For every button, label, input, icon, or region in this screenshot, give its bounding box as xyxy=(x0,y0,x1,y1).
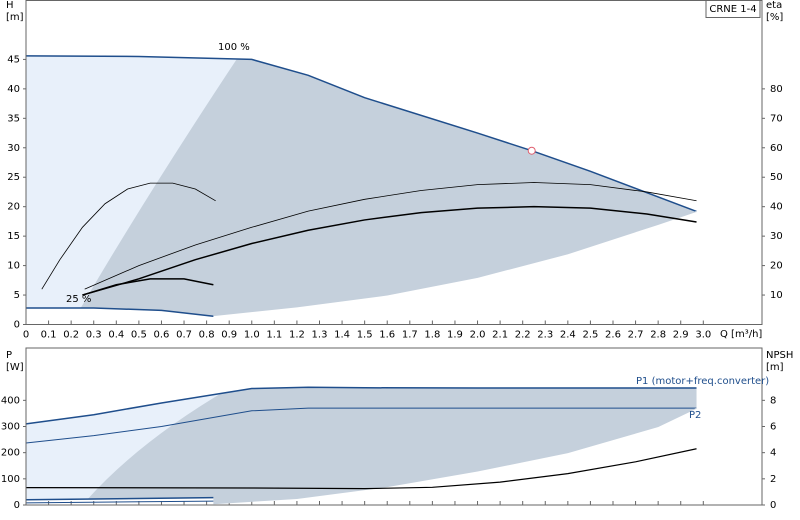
y2-tick-label: 0 xyxy=(770,500,776,511)
y2-tick-label: 60 xyxy=(770,143,783,154)
x-tick-label: 2.3 xyxy=(537,330,553,341)
x-tick-label: 0.5 xyxy=(131,330,147,341)
x-tick-label: 1.5 xyxy=(357,330,373,341)
y2-label: eta xyxy=(766,0,782,11)
annotation: 25 % xyxy=(66,294,91,305)
y-tick-label: 30 xyxy=(7,143,20,154)
curve xyxy=(25,386,697,425)
operating-point xyxy=(527,146,536,155)
y2-tick-label: 30 xyxy=(770,231,783,242)
y2-tick-label: 4 xyxy=(770,448,776,459)
curve xyxy=(84,182,697,290)
x-tick-label: 2.9 xyxy=(673,330,689,341)
x-tick-label: 2.5 xyxy=(582,330,598,341)
curve xyxy=(82,278,214,296)
y2-label: NPSH xyxy=(766,350,793,361)
y2-unit: [%] xyxy=(766,12,783,23)
y2-tick-label: 70 xyxy=(770,113,783,124)
x-tick-label: 1.1 xyxy=(266,330,282,341)
y-tick-label: 25 xyxy=(7,172,20,183)
curve xyxy=(25,500,214,504)
x-label: Q [m³/h] xyxy=(720,329,762,340)
x-tick-label: 2.2 xyxy=(515,330,531,341)
y2-tick-label: 8 xyxy=(770,395,776,406)
x-tick-label: 0.7 xyxy=(176,330,192,341)
x-tick-label: 1.6 xyxy=(379,330,395,341)
x-tick-label: 2.0 xyxy=(470,330,486,341)
y-label: H xyxy=(6,0,14,11)
x-tick-label: 0.8 xyxy=(199,330,215,341)
y-tick-label: 0 xyxy=(14,320,20,331)
bottom-frame xyxy=(25,347,763,506)
y2-tick-label: 20 xyxy=(770,261,783,272)
x-tick-label: 0.9 xyxy=(221,330,237,341)
x-tick-label: 3.0 xyxy=(695,330,711,341)
curve xyxy=(25,55,697,213)
y-tick-label: 5 xyxy=(14,290,20,301)
y-unit: [W] xyxy=(6,362,24,373)
x-tick-label: 2.6 xyxy=(605,330,621,341)
curve xyxy=(25,496,214,501)
y2-unit: [m] xyxy=(766,362,784,373)
x-tick-label: 1.4 xyxy=(334,330,350,341)
y2-tick-label: 6 xyxy=(770,422,776,433)
y-tick-label: 200 xyxy=(1,448,20,459)
y-tick-label: 15 xyxy=(7,231,20,242)
top-panel: 0 0.1 0.2 0.3 0.4 0.5 0.6 0.7 0.8 0.9 1.0 1.1 1.2 1.3… xyxy=(7,54,783,505)
annotation: P1 (motor+freq.converter) xyxy=(636,376,769,387)
x-tick-label: 1.7 xyxy=(402,330,418,341)
curve xyxy=(213,407,697,505)
x-tick-label: 2.1 xyxy=(492,330,508,341)
x-tick-label: 0.2 xyxy=(63,330,79,341)
x-tick-label: 2.7 xyxy=(628,330,644,341)
y2-tick-label: 10 xyxy=(770,290,783,301)
top-frame xyxy=(25,0,763,325)
curve xyxy=(213,210,697,317)
y-tick-label: 300 xyxy=(1,422,20,433)
curve xyxy=(25,407,697,444)
annotation: 100 % xyxy=(218,42,250,53)
y-tick-label: 40 xyxy=(7,84,20,95)
y-tick-label: 100 xyxy=(1,474,20,485)
x-tick-label: 0.1 xyxy=(41,330,57,341)
x-tick-label: 2.8 xyxy=(650,330,666,341)
y-tick-label: 400 xyxy=(1,395,20,406)
chart-title: CRNE 1-4 xyxy=(709,4,756,15)
curve xyxy=(26,307,214,317)
envelope-area xyxy=(26,387,697,504)
y-tick-label: 35 xyxy=(7,113,20,124)
y-label: P xyxy=(6,350,12,361)
x-tick-label: 1.0 xyxy=(244,330,260,341)
y-tick-label: 0 xyxy=(14,500,20,511)
x-tick-label: 0.3 xyxy=(86,330,102,341)
y2-tick-label: 50 xyxy=(770,172,783,183)
low-flow-area xyxy=(26,55,241,317)
y-unit: [m] xyxy=(6,12,24,23)
curve xyxy=(41,182,216,290)
x-tick-label: 2.4 xyxy=(560,330,576,341)
low-flow-area xyxy=(26,387,241,504)
y2-tick-label: 80 xyxy=(770,84,783,95)
bottom-panel: 0 100 200 300 400 0 2 4 6 8 xyxy=(1,386,776,511)
y-tick-label: 20 xyxy=(7,202,20,213)
curve xyxy=(25,448,697,490)
x-tick-label: 0 xyxy=(23,330,29,341)
x-tick-label: 0.4 xyxy=(108,330,124,341)
x-tick-label: 1.9 xyxy=(447,330,463,341)
x-tick-label: 0.6 xyxy=(154,330,170,341)
x-tick-label: 1.3 xyxy=(312,330,328,341)
annotation: P2 xyxy=(689,410,701,421)
x-tick-label: 1.2 xyxy=(289,330,305,341)
y2-tick-label: 40 xyxy=(770,202,783,213)
y-tick-label: 45 xyxy=(7,54,20,65)
x-tick-label: 1.8 xyxy=(424,330,440,341)
title-box xyxy=(705,0,761,18)
y-tick-label: 10 xyxy=(7,261,20,272)
curve xyxy=(82,205,697,296)
y2-tick-label: 2 xyxy=(770,474,776,485)
